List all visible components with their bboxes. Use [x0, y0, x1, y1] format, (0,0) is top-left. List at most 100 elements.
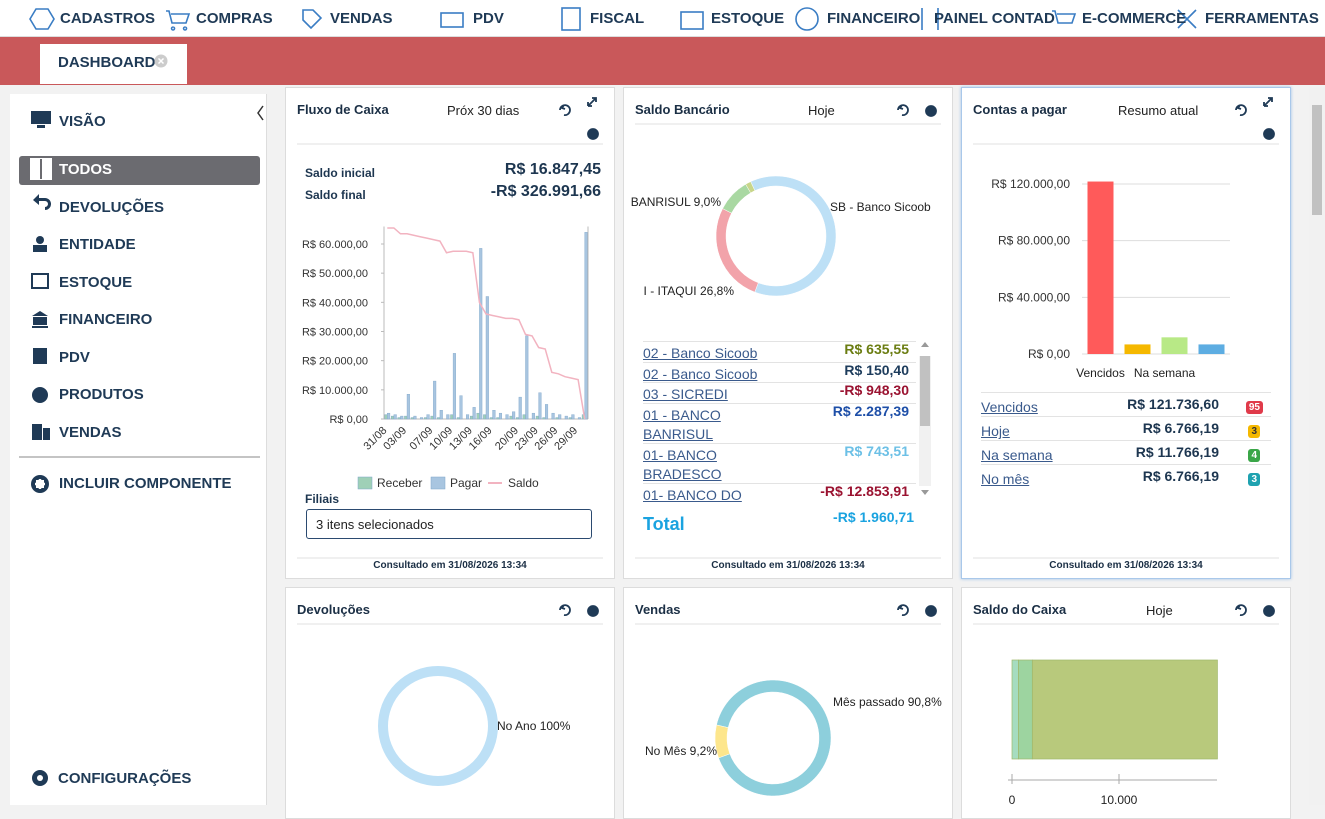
x-tick-label: 03/09	[381, 425, 409, 453]
sidebar-item[interactable]: TODOS	[59, 161, 113, 178]
tab-close[interactable]	[153, 53, 169, 69]
bank-value: R$ 743,51	[844, 443, 909, 459]
sidebar-config[interactable]: CONFIGURAÇÕES	[58, 770, 192, 787]
y-tick-label: R$ 120.000,00	[991, 177, 1070, 191]
bar	[476, 412, 480, 420]
widget-period: Resumo atual	[1118, 103, 1199, 118]
pie-label: No Ano 100%	[497, 719, 571, 733]
bar	[584, 232, 588, 420]
bank-value: R$ 635,55	[844, 341, 909, 357]
bar	[479, 248, 483, 420]
sidebar-include[interactable]: INCLUIR COMPONENTE	[59, 475, 232, 492]
bar	[406, 394, 410, 420]
nav-item[interactable]: PDV	[473, 10, 504, 27]
bar	[522, 414, 526, 420]
bar-segment	[1011, 659, 1019, 760]
bar	[1161, 337, 1188, 354]
sidebar-item[interactable]: FINANCEIRO	[59, 311, 153, 328]
bar	[466, 414, 470, 420]
nav-item[interactable]: VENDAS	[330, 10, 393, 27]
bank-name[interactable]: 01- BANCO BRADESCO	[643, 447, 722, 482]
y-tick-label: R$ 60.000,00	[302, 239, 368, 251]
sidebar-item[interactable]: ENTIDADE	[59, 236, 136, 253]
legend-label: Saldo	[508, 476, 539, 490]
contas-name[interactable]: Hoje	[981, 423, 1010, 439]
bank-name[interactable]: 02 - Banco Sicoob	[643, 366, 758, 382]
scrollbar[interactable]	[1309, 87, 1325, 805]
devolucoes-chart: No Ano 100%	[297, 604, 603, 786]
y-tick-label: R$ 80.000,00	[998, 234, 1070, 248]
row-divider	[643, 341, 916, 342]
header-icons[interactable]	[897, 104, 937, 117]
sidebar-item[interactable]: PDV	[59, 349, 90, 366]
pie-slice	[716, 679, 832, 797]
widget-title: Saldo Bancário	[635, 102, 730, 117]
saldo-inicial-label: Saldo inicial	[305, 166, 376, 180]
filiais-select-text[interactable]: 3 itens selecionados	[316, 517, 434, 532]
header-icons[interactable]	[1235, 97, 1275, 140]
bar	[489, 417, 493, 420]
nav-item[interactable]: CADASTROS	[60, 10, 156, 27]
bar	[509, 415, 513, 420]
contas-name[interactable]: Na semana	[981, 447, 1053, 463]
header-icons[interactable]	[897, 604, 937, 617]
header-icons[interactable]	[1235, 604, 1275, 617]
header-icons[interactable]	[559, 604, 599, 617]
table-scrollbar[interactable]	[919, 342, 931, 495]
widget-period: Hoje	[1146, 603, 1173, 618]
nav-item[interactable]: FISCAL	[590, 10, 645, 27]
bank-name[interactable]: 03 - SICREDI	[643, 386, 728, 402]
filiais-label: Filiais	[305, 492, 340, 506]
saldo-inicial-value: R$ 16.847,45	[504, 161, 601, 178]
vendas-chart: Mês passado 90,8% No Mês 9,2%	[635, 604, 942, 797]
bar	[397, 417, 401, 420]
widget-period: Próx 30 dias	[447, 103, 520, 118]
saldo-caixa-chart: 0 10.000	[973, 604, 1279, 807]
bar	[439, 410, 443, 420]
bar	[413, 415, 417, 420]
tab-label[interactable]: DASHBOARD	[58, 54, 156, 71]
sidebar-item[interactable]: PRODUTOS	[59, 386, 144, 403]
bar	[525, 335, 529, 420]
widget-vendas: Mês passado 90,8% No Mês 9,2% Vendas	[623, 587, 953, 819]
bank-name[interactable]: 01- BANCO DO	[643, 487, 742, 503]
bank-name[interactable]: 01 - BANCO BANRISUL	[643, 407, 721, 442]
y-tick-label: R$ 0,00	[1028, 347, 1070, 361]
row-divider	[981, 416, 1271, 417]
sidebar-title[interactable]: VISÃO	[59, 113, 106, 130]
bank-name[interactable]: 02 - Banco Sicoob	[643, 345, 758, 361]
nav-item[interactable]: FERRAMENTAS	[1205, 10, 1319, 27]
filiais-select[interactable]	[306, 509, 592, 539]
sidebar-item[interactable]: VENDAS	[59, 424, 122, 441]
bar	[430, 415, 434, 420]
nav-item[interactable]: PAINEL CONTAD	[934, 10, 1055, 27]
sidebar-item[interactable]: ESTOQUE	[59, 274, 133, 291]
bar	[433, 380, 437, 420]
total-value: -R$ 1.960,71	[833, 509, 914, 525]
scroll-thumb[interactable]	[1312, 105, 1322, 215]
x-tick-label: Vencidos	[1076, 366, 1125, 380]
y-tick-label: R$ 40.000,00	[998, 290, 1070, 304]
nav-item[interactable]: COMPRAS	[196, 10, 273, 27]
contas-name[interactable]: No mês	[981, 471, 1030, 487]
contas-badge: 95	[1245, 401, 1263, 414]
legend-label: Receber	[377, 476, 422, 490]
nav-item[interactable]: E-COMMERCE	[1082, 10, 1187, 27]
tab-bar	[0, 37, 1325, 85]
header-icons[interactable]	[559, 97, 599, 140]
bar	[492, 410, 496, 420]
widget-title: Vendas	[635, 602, 681, 617]
nav-item[interactable]: ESTOQUE	[711, 10, 785, 27]
bar	[551, 412, 555, 420]
nav-item[interactable]: FINANCEIRO	[827, 10, 921, 27]
contas-name[interactable]: Vencidos	[981, 399, 1038, 415]
bar	[512, 411, 516, 420]
bar	[545, 404, 549, 420]
bar	[423, 417, 427, 420]
sidebar-item[interactable]: DEVOLUÇÕES	[59, 199, 165, 216]
widget-title: Saldo do Caixa	[973, 602, 1067, 617]
row-divider	[981, 392, 1271, 393]
row-divider	[981, 464, 1271, 465]
bar	[410, 417, 414, 420]
contas-chart: R$ 0,00 R$ 40.000,00 R$ 80.000,00 R$ 120.00…	[973, 97, 1279, 559]
